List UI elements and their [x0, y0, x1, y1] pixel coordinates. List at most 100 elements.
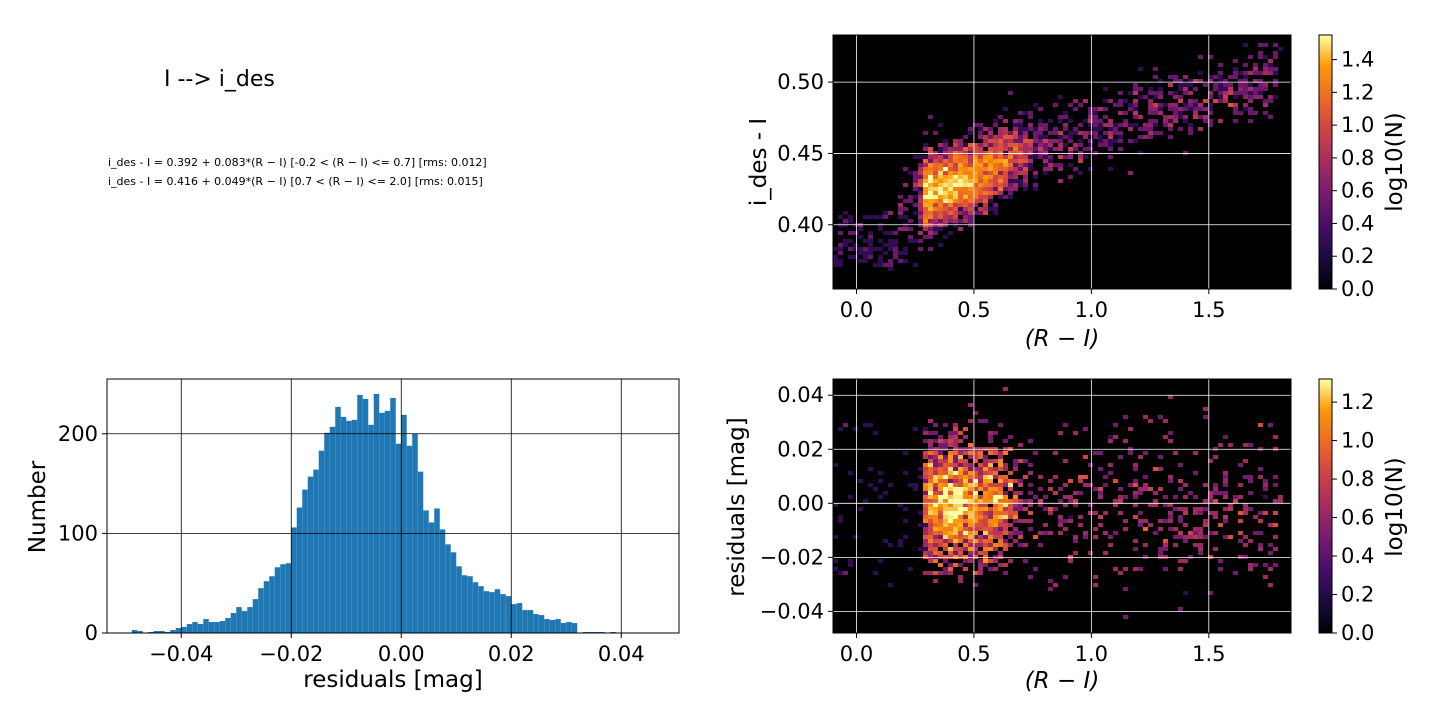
residual-density-cell: [973, 535, 978, 539]
residual-density-cell: [1013, 479, 1018, 483]
residual-density-cell: [853, 427, 858, 431]
residual-density-cell: [1098, 487, 1103, 491]
residual-density-cell: [943, 543, 948, 547]
color-term-xlabel: (R − I): [1025, 326, 1100, 352]
residual-density-cell: [978, 563, 983, 567]
residual-density-cell: [1218, 559, 1223, 563]
residual-density-cell: [1003, 515, 1008, 519]
histogram-bar: [538, 615, 545, 633]
histogram-bar: [258, 588, 264, 633]
histogram-bar: [527, 610, 534, 633]
residual-density-cell: [1158, 467, 1163, 471]
residual-density-cell: [1078, 475, 1083, 479]
residual-density-cell: [878, 471, 883, 475]
color-term-density-cell: [918, 207, 923, 211]
residual-density-cell: [1193, 471, 1198, 475]
histogram-bar: [335, 406, 341, 633]
color-term-density-cell: [1193, 103, 1198, 107]
residual-density-cell: [948, 535, 953, 539]
histogram-bar: [346, 420, 352, 633]
color-term-density-cell: [1013, 151, 1018, 155]
histogram-xtick-label: −0.04: [149, 642, 213, 666]
color-term-density-cell: [953, 219, 958, 223]
residual-density-cell: [1263, 487, 1268, 491]
color-term-density-cell: [863, 247, 868, 251]
residual-density-cell: [923, 571, 928, 575]
color-term-density-cell: [1138, 67, 1143, 71]
color-term-density-cell: [928, 219, 933, 223]
color-term-density-cell: [1033, 131, 1038, 135]
color-term-density-cell: [878, 227, 883, 231]
color-term-density-cell: [1203, 119, 1208, 123]
color-term-density-cell: [998, 139, 1003, 143]
color-term-density-cell: [1093, 135, 1098, 139]
residual-density-cell: [1203, 483, 1208, 487]
residual-density-cell: [993, 451, 998, 455]
residual-density-cell: [993, 523, 998, 527]
residual-density-cell: [1118, 495, 1123, 499]
color-term-density-cell: [968, 219, 973, 223]
residual-density-cell: [1018, 503, 1023, 507]
color-term-density-cell: [963, 167, 968, 171]
color-term-density-cell: [1143, 135, 1148, 139]
residual-density-cell: [978, 451, 983, 455]
residual-density-cell: [968, 515, 973, 519]
color-term-density-cell: [1103, 131, 1108, 135]
residual-density-cell: [948, 435, 953, 439]
color-term-density-cell: [928, 211, 933, 215]
residual-density-cell: [1228, 443, 1233, 447]
residual-density-cell: [1118, 455, 1123, 459]
residual-density-cell: [978, 535, 983, 539]
color-term-density-cell: [1183, 87, 1188, 91]
color-term-density-cell: [1168, 115, 1173, 119]
residual-density-cell: [998, 487, 1003, 491]
residual-density-cell: [1008, 511, 1013, 515]
histogram-xtick-label: 0.04: [598, 642, 645, 666]
residual-density-cell: [948, 455, 953, 459]
color-term-density-cell: [1193, 115, 1198, 119]
residual-density-cell: [933, 559, 938, 563]
residual-density-cell: [1063, 459, 1068, 463]
color-term-density-cell: [943, 147, 948, 151]
residual-density-cell: [1038, 475, 1043, 479]
color-term-density-cell: [913, 195, 918, 199]
color-term-density-cell: [1018, 127, 1023, 131]
residual-density-cell: [1263, 563, 1268, 567]
residual-density-cell: [988, 435, 993, 439]
color-term-density-cell: [958, 191, 963, 195]
residual-density-cell: [1158, 547, 1163, 551]
color-term-density-cell: [993, 155, 998, 159]
color-term-density-cell: [928, 227, 933, 231]
residual-density-cell: [958, 431, 963, 435]
color-term-density-cell: [1018, 123, 1023, 127]
residual-density-cell: [1028, 527, 1033, 531]
residual-density-cell: [848, 495, 853, 499]
residual-density-cell: [928, 443, 933, 447]
residual-density-cell: [1238, 495, 1243, 499]
residual-density-cell: [1008, 471, 1013, 475]
residual-density-cell: [888, 483, 893, 487]
color-term-density-cell: [1018, 139, 1023, 143]
color-term-density-cell: [948, 167, 953, 171]
color-term-density-cell: [1243, 71, 1248, 75]
residual-density-cell: [1098, 515, 1103, 519]
color-term-density-cell: [908, 239, 913, 243]
color-term-density-cell: [943, 163, 948, 167]
color-term-density-cell: [1248, 83, 1253, 87]
color-term-density-cell: [1238, 83, 1243, 87]
residual-density-cell: [1058, 487, 1063, 491]
residual-density-cell: [948, 551, 953, 555]
color-term-density-cell: [1013, 159, 1018, 163]
residual-density-cell: [953, 423, 958, 427]
color-term-density-cell: [963, 211, 968, 215]
residual-density-cell: [1168, 479, 1173, 483]
residual-density-cell: [973, 519, 978, 523]
color-term-density-cell: [1148, 107, 1153, 111]
residual-density-cell: [1168, 475, 1173, 479]
color-term-density-cell: [1018, 167, 1023, 171]
residual-density-cell: [1148, 523, 1153, 527]
color-term-density-cell: [908, 171, 913, 175]
residual-density-cell: [948, 531, 953, 535]
color-term-density-cell: [1258, 83, 1263, 87]
color-term-density-cell: [943, 187, 948, 191]
